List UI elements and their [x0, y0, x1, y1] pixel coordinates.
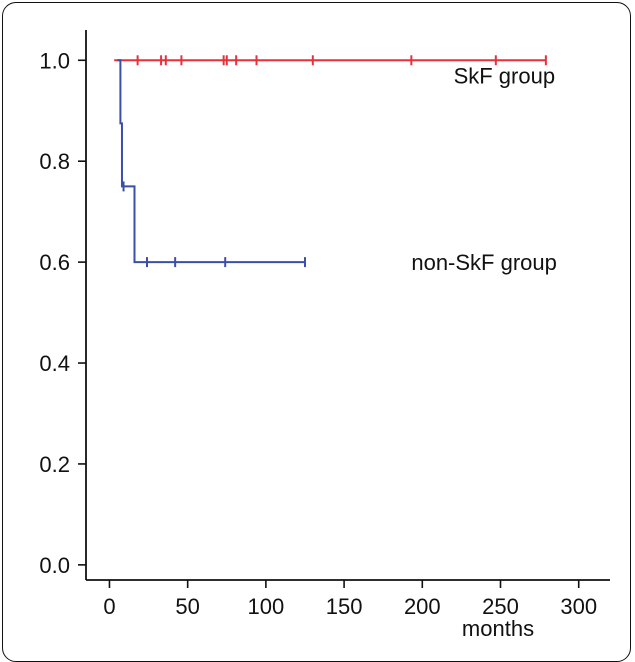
x-tick-label: 50: [175, 594, 199, 619]
x-tick-label: 150: [326, 594, 363, 619]
series-line-non-skf: [117, 59, 305, 264]
x-tick-label: 250: [482, 594, 519, 619]
x-tick-label: 300: [560, 594, 597, 619]
y-ticks: 0.0 0.2 0.4 0.6 0.8 1.0: [39, 48, 86, 578]
y-tick-label: 0.6: [39, 250, 70, 275]
x-tick-label: 100: [248, 594, 285, 619]
survival-chart: 0.0 0.2 0.4 0.6 0.8 1.0 0 50 100 150 200 250 300 Sk…: [39, 30, 610, 641]
x-tick-label: 0: [103, 594, 115, 619]
x-axis-label: months: [462, 616, 534, 641]
x-ticks: 0 50 100 150 200 250 300: [103, 580, 597, 619]
x-tick-label: 200: [404, 594, 441, 619]
y-tick-label: 1.0: [39, 48, 70, 73]
series-annotation: non-SkF group: [411, 250, 557, 275]
y-tick-label: 0.4: [39, 351, 70, 376]
y-tick-label: 0.2: [39, 452, 70, 477]
series-annotation: SkF group: [454, 63, 556, 88]
y-tick-label: 0.8: [39, 149, 70, 174]
series-group: [114, 55, 547, 268]
annotations: SkF group non-SkF group: [411, 63, 557, 275]
y-tick-label: 0.0: [39, 553, 70, 578]
axes: [85, 30, 610, 581]
